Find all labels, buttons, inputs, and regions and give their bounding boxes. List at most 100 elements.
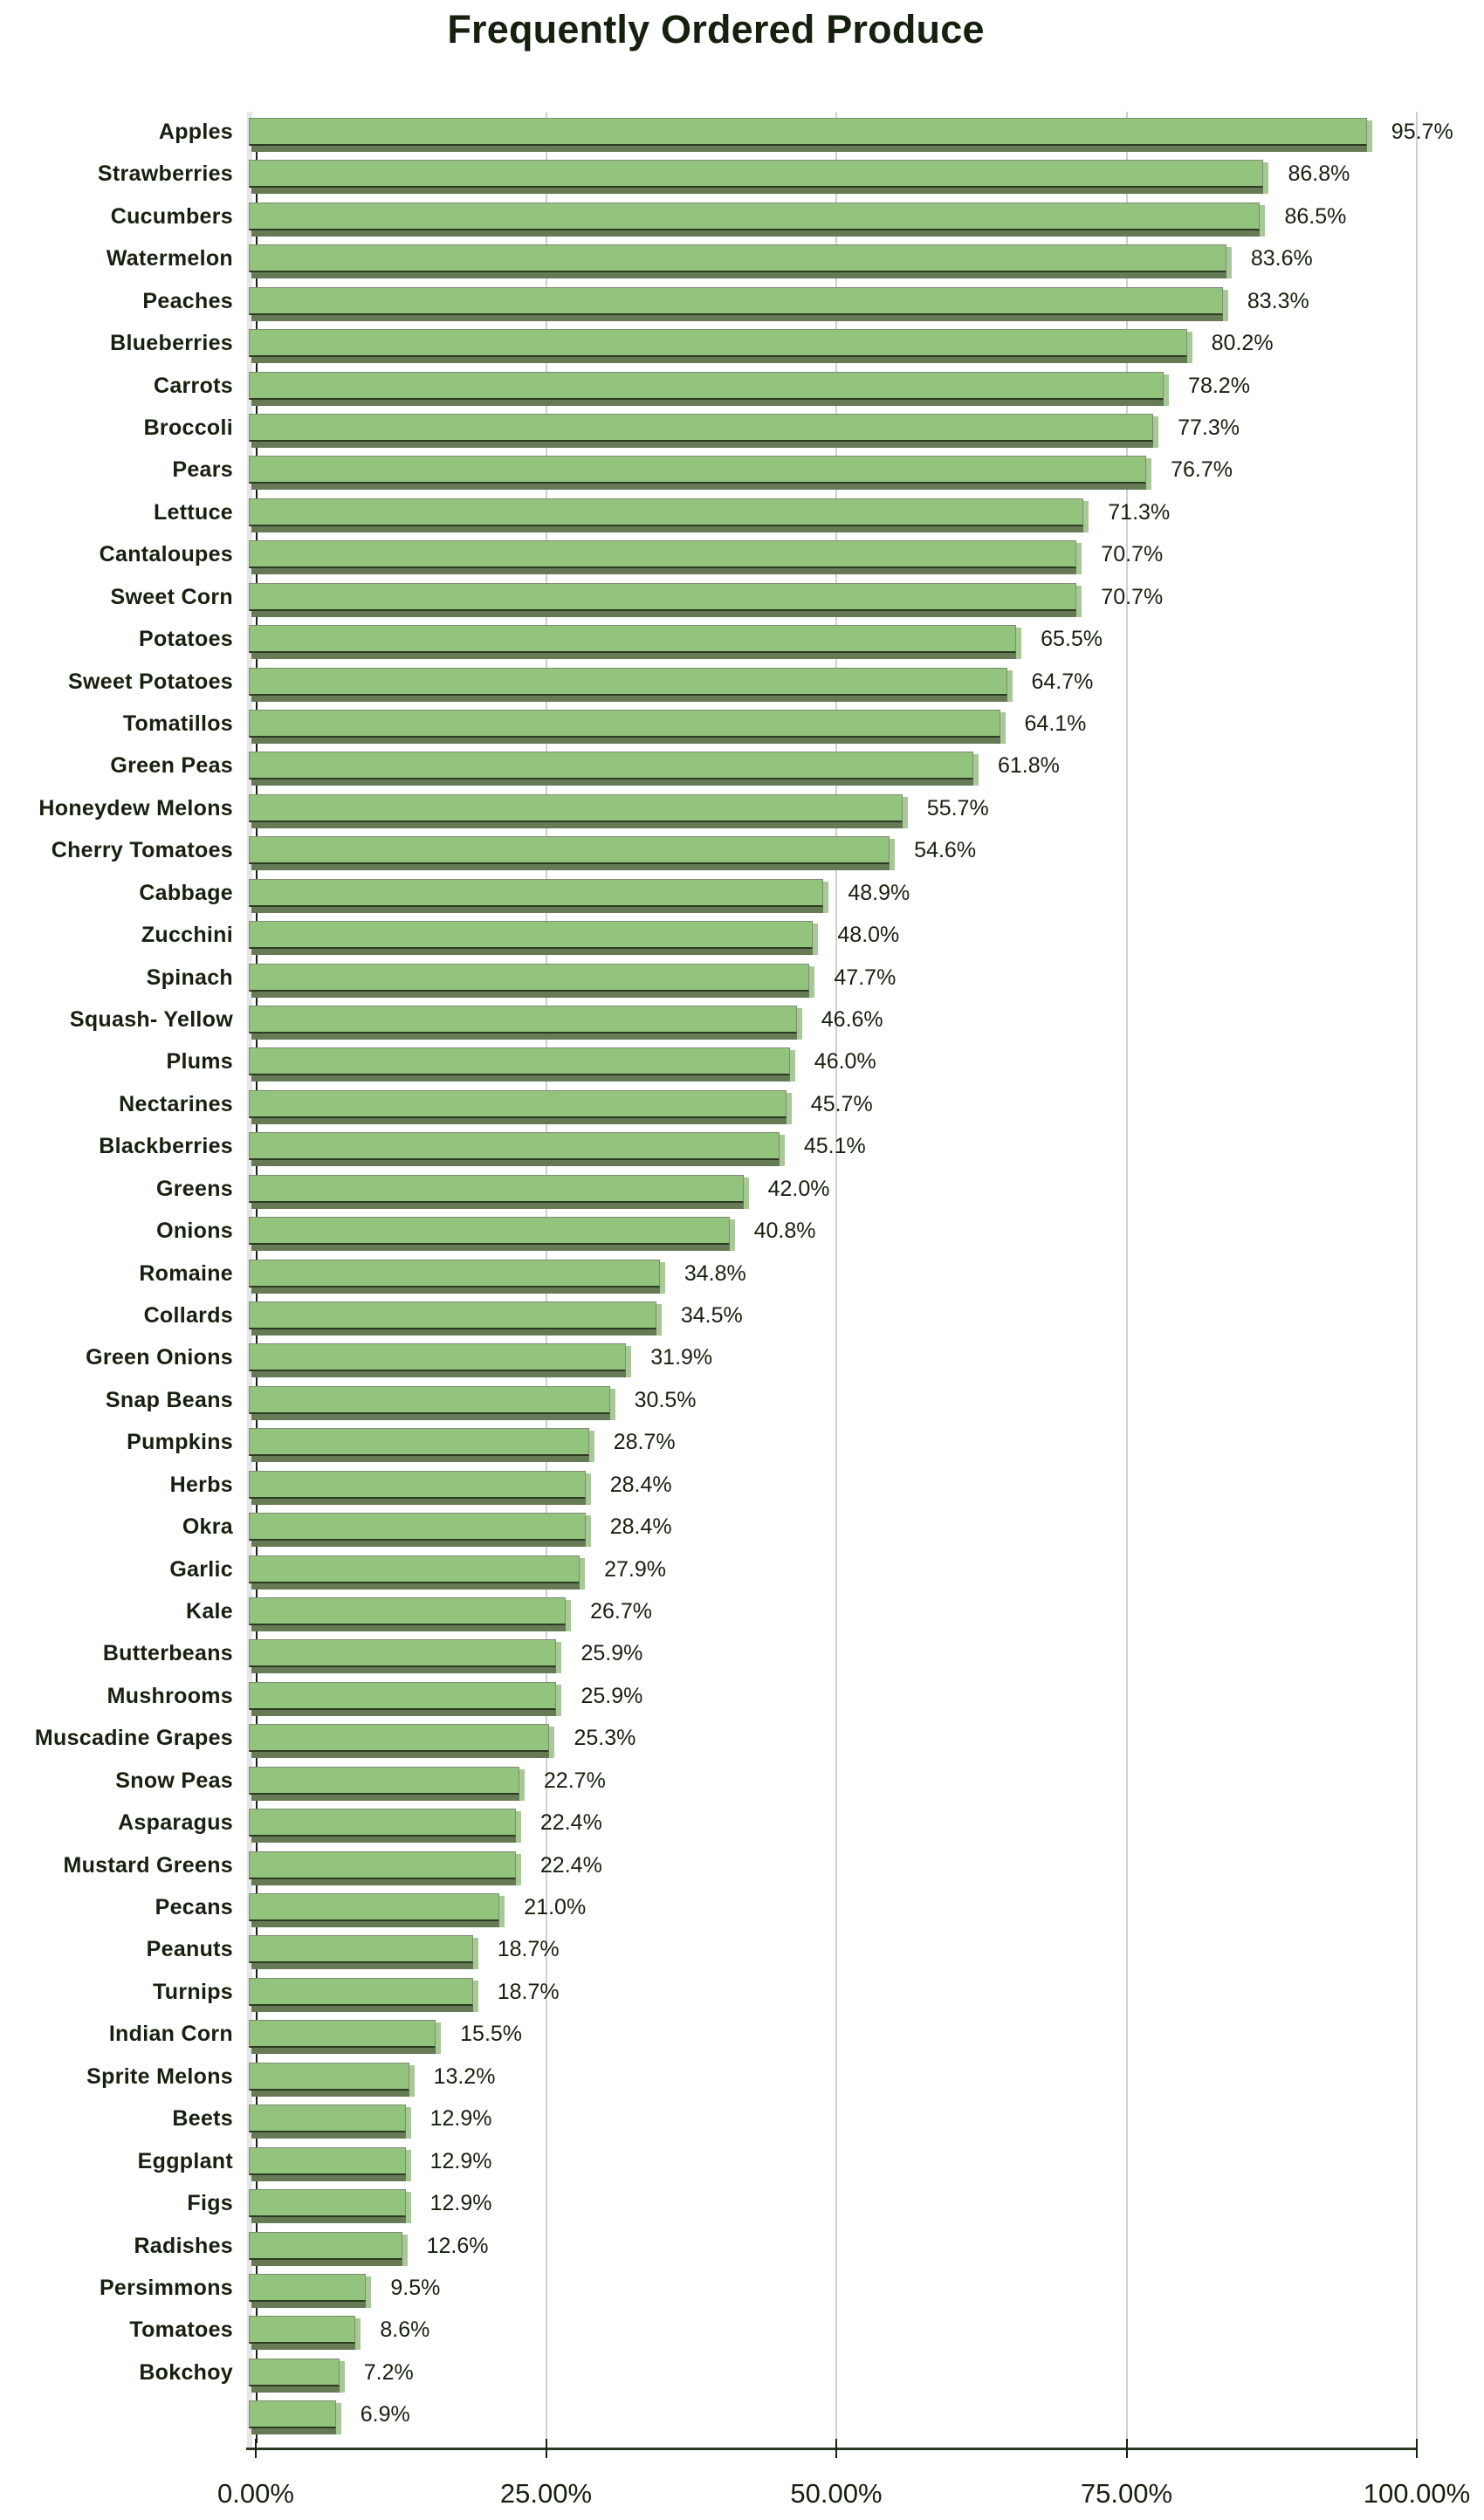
- bar-face: [249, 202, 1261, 230]
- axis-tick-minor: [256, 2434, 258, 2444]
- value-label: 21.0%: [524, 1895, 587, 1920]
- value-label: 28.4%: [609, 1514, 672, 1540]
- bar-side-shade: [659, 1261, 665, 1294]
- bar-face: [249, 1597, 567, 1626]
- axis-tick-minor: [256, 152, 258, 161]
- bar-side-shade: [626, 1346, 632, 1378]
- bar-side-shade: [472, 1938, 478, 1970]
- bar-bottom-shade: [251, 991, 813, 998]
- bar-face: [249, 921, 814, 950]
- axis-tick-minor: [256, 616, 258, 626]
- bar-side-shade: [743, 1177, 749, 1209]
- bar-face: [249, 1174, 744, 1203]
- bar: [249, 1470, 593, 1514]
- value-label: 25.9%: [581, 1683, 643, 1708]
- category-label: Carrots: [153, 373, 233, 398]
- axis-tick-minor: [256, 363, 258, 373]
- bar: [249, 1217, 737, 1260]
- bar-bottom-shade: [251, 2090, 412, 2097]
- axis-tick-minor: [256, 744, 258, 753]
- value-label: 25.9%: [581, 1641, 643, 1666]
- x-axis-tick: [835, 2439, 837, 2458]
- bar-face: [249, 456, 1147, 484]
- bar: [249, 2020, 443, 2063]
- value-label: 12.6%: [426, 2233, 489, 2258]
- bar-face: [249, 1513, 586, 1542]
- bar-bottom-shade: [251, 484, 1150, 491]
- value-label: 22.7%: [543, 1768, 606, 1793]
- value-label: 30.5%: [634, 1387, 697, 1412]
- axis-tick-minor: [256, 1293, 258, 1302]
- category-label: Herbs: [169, 1472, 233, 1497]
- bar-face: [249, 1724, 550, 1753]
- bar-bottom-shade: [251, 949, 816, 956]
- category-label: Radishes: [134, 2233, 233, 2258]
- value-label: 45.7%: [810, 1091, 873, 1116]
- category-label: Cabbage: [139, 880, 233, 905]
- bar-side-shade: [472, 1980, 478, 2012]
- bar-face: [249, 2231, 402, 2260]
- axis-tick-minor: [256, 1715, 258, 1725]
- bar-bottom-shade: [251, 1033, 800, 1040]
- bar-face: [249, 1132, 780, 1161]
- category-label: Tomatillos: [122, 711, 233, 737]
- bar-face: [249, 1089, 787, 1118]
- category-label: Lettuce: [153, 499, 233, 525]
- bar-bottom-shade: [251, 695, 1010, 702]
- bar-bottom-shade: [251, 1287, 663, 1294]
- axis-tick-minor: [256, 1081, 258, 1091]
- bar: [249, 1428, 596, 1472]
- category-label: Mushrooms: [106, 1683, 233, 1708]
- bar: [249, 1851, 523, 1894]
- bar-bottom-shade: [251, 146, 1370, 152]
- bar: [249, 498, 1090, 541]
- bar-face: [249, 1935, 473, 1964]
- bar-bottom-shade: [251, 1202, 746, 1209]
- chart-title: Frequently Ordered Produce: [447, 7, 985, 51]
- category-label: Asparagus: [118, 1810, 233, 1836]
- bar-side-shade: [1263, 162, 1269, 195]
- axis-tick-minor: [256, 1377, 258, 1387]
- axis-tick-minor: [256, 1462, 258, 1472]
- bar-bottom-shade: [251, 906, 827, 913]
- axis-tick-minor: [256, 1419, 258, 1429]
- category-label: Mustard Greens: [63, 1852, 233, 1878]
- bar-side-shade: [588, 1431, 594, 1463]
- bar: [249, 202, 1267, 245]
- axis-tick-minor: [256, 2265, 258, 2275]
- bar-bottom-shade: [251, 1794, 522, 1801]
- bar-bottom-shade: [251, 1752, 553, 1759]
- bar: [249, 1555, 587, 1598]
- bar-bottom-shade: [251, 2259, 405, 2266]
- bar-face: [249, 793, 903, 822]
- bar-bottom-shade: [251, 864, 893, 871]
- bar-face: [249, 1766, 519, 1795]
- bar-face: [249, 1343, 627, 1372]
- bar-bottom-shade: [251, 1245, 732, 1252]
- bar-side-shade: [1016, 628, 1022, 660]
- value-label: 27.9%: [604, 1556, 666, 1582]
- bar-face: [249, 2400, 336, 2429]
- bar-bottom-shade: [251, 1117, 789, 1124]
- category-label: Potatoes: [139, 627, 233, 652]
- bar-side-shade: [902, 796, 908, 828]
- value-label: 47.7%: [834, 965, 897, 990]
- category-label: Nectarines: [119, 1091, 233, 1116]
- bar-side-shade: [335, 2403, 341, 2435]
- axis-tick-minor: [256, 997, 258, 1006]
- bar-side-shade: [823, 881, 829, 913]
- bar-side-shade: [499, 1896, 505, 1928]
- category-label: Squash- Yellow: [69, 1007, 233, 1033]
- axis-tick-minor: [256, 490, 258, 499]
- bar-face: [249, 1851, 516, 1879]
- bar-side-shade: [1146, 458, 1152, 491]
- bar-bottom-shade: [251, 2301, 369, 2308]
- bar-face: [249, 2146, 406, 2175]
- category-label: Sweet Potatoes: [68, 669, 233, 694]
- category-label: Pears: [172, 457, 233, 483]
- bar-side-shade: [515, 1811, 521, 1844]
- bar: [249, 793, 910, 837]
- bar-face: [249, 160, 1264, 189]
- axis-tick-minor: [256, 1166, 258, 1176]
- bar-side-shade: [972, 754, 979, 786]
